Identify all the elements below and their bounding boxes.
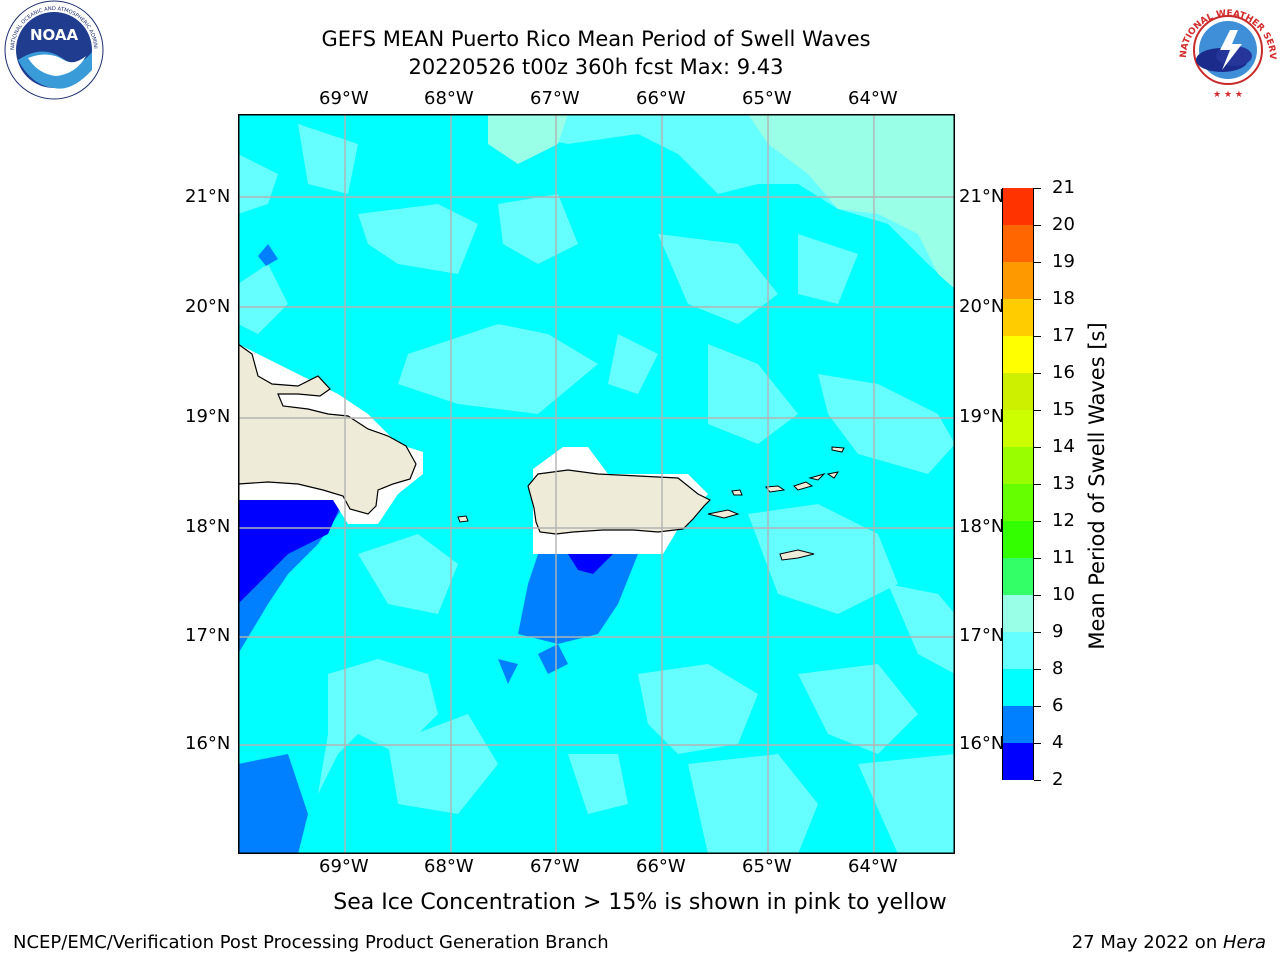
mona-island: [457, 515, 469, 523]
colorbar-tick-mark: [1034, 446, 1041, 448]
footer-branch: NCEP/EMC/Verification Post Processing Pr…: [13, 932, 609, 953]
swell-9-10s-area: [748, 114, 955, 289]
colorbar-tick-label: 9: [1052, 621, 1064, 642]
colorbar-tick-label: 8: [1052, 658, 1064, 679]
colorbar-segment: [1003, 372, 1033, 410]
colorbar-tick-label: 14: [1052, 436, 1075, 457]
colorbar-tick-mark: [1034, 520, 1041, 522]
colorbar-segment: [1003, 742, 1033, 780]
colorbar-segment: [1003, 631, 1033, 669]
colorbar-segment: [1003, 483, 1033, 521]
lon-label-bottom-65w: 65°W: [742, 856, 792, 877]
colorbar-tick-mark: [1034, 224, 1041, 226]
footer-date: 27 May 2022 on Hera: [1071, 932, 1266, 953]
colorbar-segment: [1003, 261, 1033, 299]
colorbar-tick-mark: [1034, 557, 1041, 559]
lat-label-right-20n: 20°N: [959, 296, 1005, 317]
colorbar-tick-mark: [1034, 409, 1041, 411]
lon-label-top-66w: 66°W: [636, 88, 686, 109]
sea-ice-note: Sea Ice Concentration > 15% is shown in …: [333, 890, 947, 915]
colorbar-tick-mark: [1034, 298, 1041, 300]
colorbar-tick-label: 10: [1052, 584, 1075, 605]
colorbar-tick-label: 19: [1052, 251, 1075, 272]
colorbar-segment: [1003, 668, 1033, 706]
lon-label-bottom-66w: 66°W: [636, 856, 686, 877]
lat-label-right-17n: 17°N: [959, 625, 1005, 646]
colorbar-tick-label: 21: [1052, 177, 1075, 198]
colorbar-tick-mark: [1034, 742, 1041, 744]
colorbar-tick-label: 6: [1052, 695, 1064, 716]
svg-text:★ ★ ★: ★ ★ ★: [1213, 90, 1243, 100]
colorbar-tick-label: 15: [1052, 399, 1075, 420]
lon-label-top-64w: 64°W: [848, 88, 898, 109]
colorbar-tick-label: 4: [1052, 732, 1064, 753]
lon-label-top-69w: 69°W: [319, 88, 369, 109]
colorbar-tick-mark: [1034, 668, 1041, 670]
colorbar-tick-mark: [1034, 187, 1041, 189]
lon-label-top-68w: 68°W: [424, 88, 474, 109]
colorbar-tick-mark: [1034, 631, 1041, 633]
lat-label-right-16n: 16°N: [959, 733, 1005, 754]
colorbar-tick-mark: [1034, 261, 1041, 263]
colorbar-segment: [1003, 298, 1033, 336]
virgin-islands: [765, 446, 845, 561]
graticule: [238, 114, 955, 854]
hispaniola-landmass: [238, 343, 417, 515]
colorbar-tick-mark: [1034, 779, 1041, 781]
colorbar-segment: [1003, 335, 1033, 373]
colorbar-segment: [1003, 557, 1033, 595]
colorbar-tick-label: 13: [1052, 473, 1075, 494]
map-frame: [238, 114, 955, 854]
colorbar-segment: [1003, 520, 1033, 558]
lat-label-left-17n: 17°N: [185, 625, 231, 646]
footer-host: Hera: [1222, 932, 1266, 953]
colorbar-tick-label: 17: [1052, 325, 1075, 346]
noaa-logo: NOAA NATIONAL OCEANIC AND ATMOSPHERIC AD…: [2, 0, 104, 100]
colorbar-tick-label: 11: [1052, 547, 1075, 568]
colorbar-tick-label: 12: [1052, 510, 1075, 531]
colorbar-segment: [1003, 224, 1033, 262]
colorbar-tick-label: 18: [1052, 288, 1075, 309]
swell-2-4s-areas: [238, 500, 613, 604]
nws-logo: NATIONAL WEATHER SERVICE ★ ★ ★: [1176, 0, 1277, 100]
noaa-logo-text: NOAA: [30, 26, 79, 44]
map-title: GEFS MEAN Puerto Rico Mean Period of Swe…: [321, 27, 871, 51]
colorbar-tick-mark: [1034, 594, 1041, 596]
lon-label-top-67w: 67°W: [530, 88, 580, 109]
colorbar-tick-mark: [1034, 372, 1041, 374]
colorbar-label: Mean Period of Swell Waves [s]: [1085, 322, 1109, 650]
lat-label-left-18n: 18°N: [185, 516, 231, 537]
colorbar-segment: [1003, 446, 1033, 484]
lon-label-bottom-68w: 68°W: [424, 856, 474, 877]
lon-label-bottom-69w: 69°W: [319, 856, 369, 877]
puerto-rico-landmass: [527, 469, 712, 535]
colorbar-tick-mark: [1034, 705, 1041, 707]
colorbar-tick-label: 16: [1052, 362, 1075, 383]
colorbar-segment: [1003, 187, 1033, 225]
lat-label-right-18n: 18°N: [959, 516, 1005, 537]
vieques-island: [707, 509, 740, 519]
colorbar-tick-mark: [1034, 335, 1041, 337]
colorbar-segment: [1003, 594, 1033, 632]
lon-label-bottom-67w: 67°W: [530, 856, 580, 877]
lat-label-left-19n: 19°N: [185, 406, 231, 427]
colorbar-segment: [1003, 409, 1033, 447]
colorbar-segment: [1003, 705, 1033, 743]
colorbar-tick-mark: [1034, 483, 1041, 485]
lon-label-top-65w: 65°W: [742, 88, 792, 109]
swell-period-map: [238, 114, 955, 854]
lon-label-bottom-64w: 64°W: [848, 856, 898, 877]
colorbar-tick-label: 2: [1052, 769, 1064, 790]
colorbar: [1002, 187, 1034, 780]
map-subtitle-forecast: 20220526 t00z 360h fcst Max: 9.43: [408, 55, 784, 79]
lat-label-right-19n: 19°N: [959, 406, 1005, 427]
lat-label-left-20n: 20°N: [185, 296, 231, 317]
lat-label-left-21n: 21°N: [185, 186, 231, 207]
lat-label-right-21n: 21°N: [959, 186, 1005, 207]
colorbar-tick-label: 20: [1052, 214, 1075, 235]
lat-label-left-16n: 16°N: [185, 733, 231, 754]
